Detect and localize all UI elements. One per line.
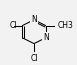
Text: CH3: CH3 <box>57 21 73 30</box>
Text: N: N <box>43 33 49 42</box>
Text: N: N <box>31 15 37 24</box>
Text: Cl: Cl <box>30 54 38 63</box>
Text: Cl: Cl <box>10 21 17 30</box>
